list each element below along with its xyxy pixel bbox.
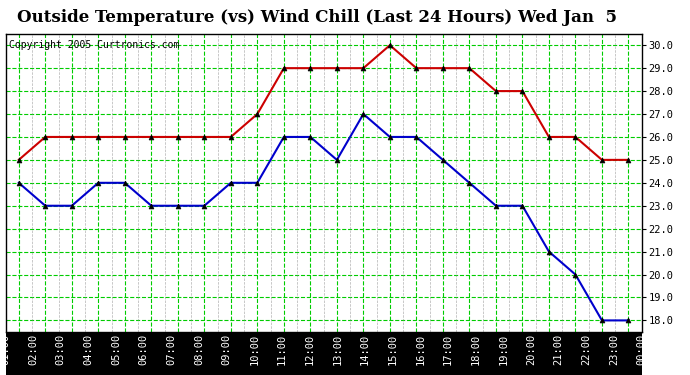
Text: Outside Temperature (vs) Wind Chill (Last 24 Hours) Wed Jan  5: Outside Temperature (vs) Wind Chill (Las… (17, 9, 618, 26)
Text: 10:00: 10:00 (250, 334, 259, 365)
Text: 02:00: 02:00 (28, 334, 38, 365)
Text: 18:00: 18:00 (471, 334, 481, 365)
Text: 00:00: 00:00 (637, 334, 647, 365)
Text: 20:00: 20:00 (526, 334, 536, 365)
Text: 21:00: 21:00 (553, 334, 564, 365)
Text: 09:00: 09:00 (221, 334, 232, 365)
Text: 08:00: 08:00 (194, 334, 204, 365)
Text: 22:00: 22:00 (582, 334, 591, 365)
Text: 01:00: 01:00 (1, 334, 10, 365)
Text: 13:00: 13:00 (333, 334, 342, 365)
Text: 11:00: 11:00 (277, 334, 287, 365)
Text: 06:00: 06:00 (139, 334, 149, 365)
Text: 19:00: 19:00 (498, 334, 509, 365)
Text: Copyright 2005 Curtronics.com: Copyright 2005 Curtronics.com (9, 40, 179, 50)
Text: 04:00: 04:00 (83, 334, 94, 365)
Text: 15:00: 15:00 (388, 334, 397, 365)
Text: 12:00: 12:00 (305, 334, 315, 365)
Text: 23:00: 23:00 (609, 334, 619, 365)
Text: 16:00: 16:00 (415, 334, 426, 365)
Text: 05:00: 05:00 (111, 334, 121, 365)
Text: 14:00: 14:00 (360, 334, 370, 365)
Text: 17:00: 17:00 (443, 334, 453, 365)
Text: 03:00: 03:00 (56, 334, 66, 365)
Text: 07:00: 07:00 (166, 334, 177, 365)
